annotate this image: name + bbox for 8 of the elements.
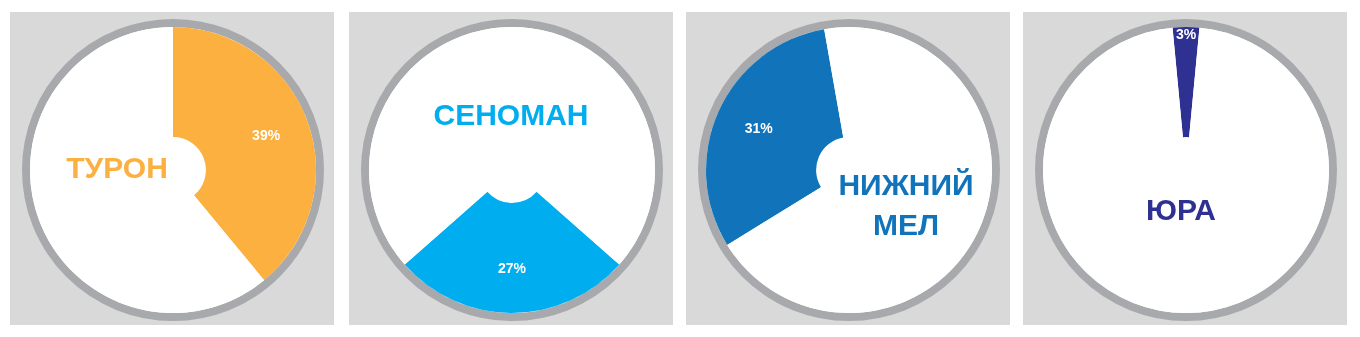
data-label: 39% xyxy=(252,127,281,144)
text: ЮРА xyxy=(1146,193,1216,227)
data-label: 27% xyxy=(497,259,527,276)
data-label: 31% xyxy=(744,120,774,137)
text: НИЖНИЙ МЕЛ xyxy=(838,168,974,242)
text: ТУРОН xyxy=(66,151,168,185)
data-label: 3% xyxy=(1175,25,1197,42)
text: СЕНОМАН xyxy=(433,98,589,132)
